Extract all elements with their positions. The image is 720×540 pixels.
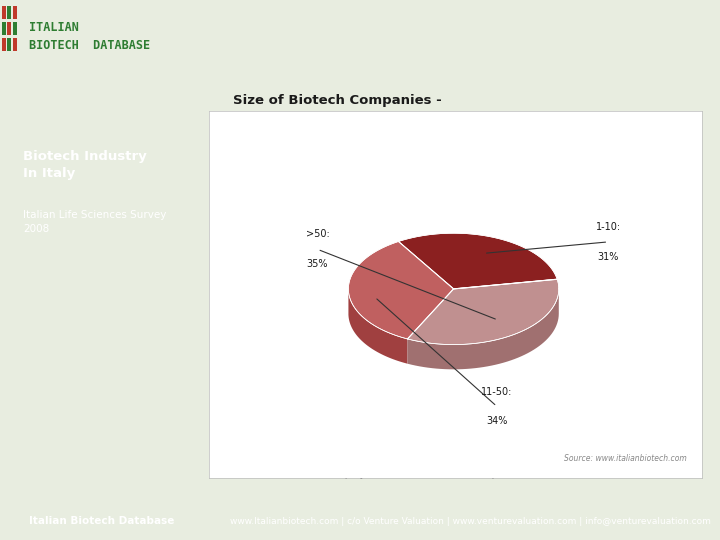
Text: Biotech Industry
In Italy: Biotech Industry In Italy: [23, 150, 147, 180]
Bar: [2, 22, 6, 35]
Bar: [12, 22, 17, 35]
Bar: [7, 6, 12, 19]
Bar: [7, 38, 12, 51]
Bar: [12, 38, 17, 51]
Text: Source: www.italianbiotech.com: Source: www.italianbiotech.com: [564, 454, 687, 463]
Text: Size of Biotech Companies -: Size of Biotech Companies -: [233, 94, 442, 107]
Polygon shape: [348, 241, 454, 339]
Text: Italian Biotech Database: Italian Biotech Database: [29, 516, 174, 526]
Text: 34%: 34%: [486, 416, 508, 427]
Text: 1-10:: 1-10:: [595, 222, 621, 232]
Polygon shape: [348, 290, 408, 364]
Text: Italian Life Sciences Survey
2008: Italian Life Sciences Survey 2008: [23, 210, 166, 234]
Bar: [2, 38, 6, 51]
Text: 31%: 31%: [598, 252, 619, 262]
Polygon shape: [408, 279, 559, 345]
Text: Number of Employees: Number of Employees: [233, 129, 490, 141]
Text: 35%: 35%: [307, 259, 328, 269]
Text: 11-50:: 11-50:: [481, 387, 513, 396]
Bar: [2, 6, 6, 19]
Bar: [12, 6, 17, 19]
Text: >50:: >50:: [305, 230, 329, 239]
Polygon shape: [408, 289, 559, 369]
Text: ITALIAN
BIOTECH  DATABASE: ITALIAN BIOTECH DATABASE: [29, 21, 150, 52]
Text: www.Italianbiotech.com | c/o Venture Valuation | www.venturevaluation.com | info: www.Italianbiotech.com | c/o Venture Val…: [230, 517, 711, 525]
Text: Comments: Data about employees available for 130 companies.: Comments: Data about employees available…: [212, 469, 527, 478]
Bar: [7, 22, 12, 35]
Polygon shape: [398, 233, 557, 289]
